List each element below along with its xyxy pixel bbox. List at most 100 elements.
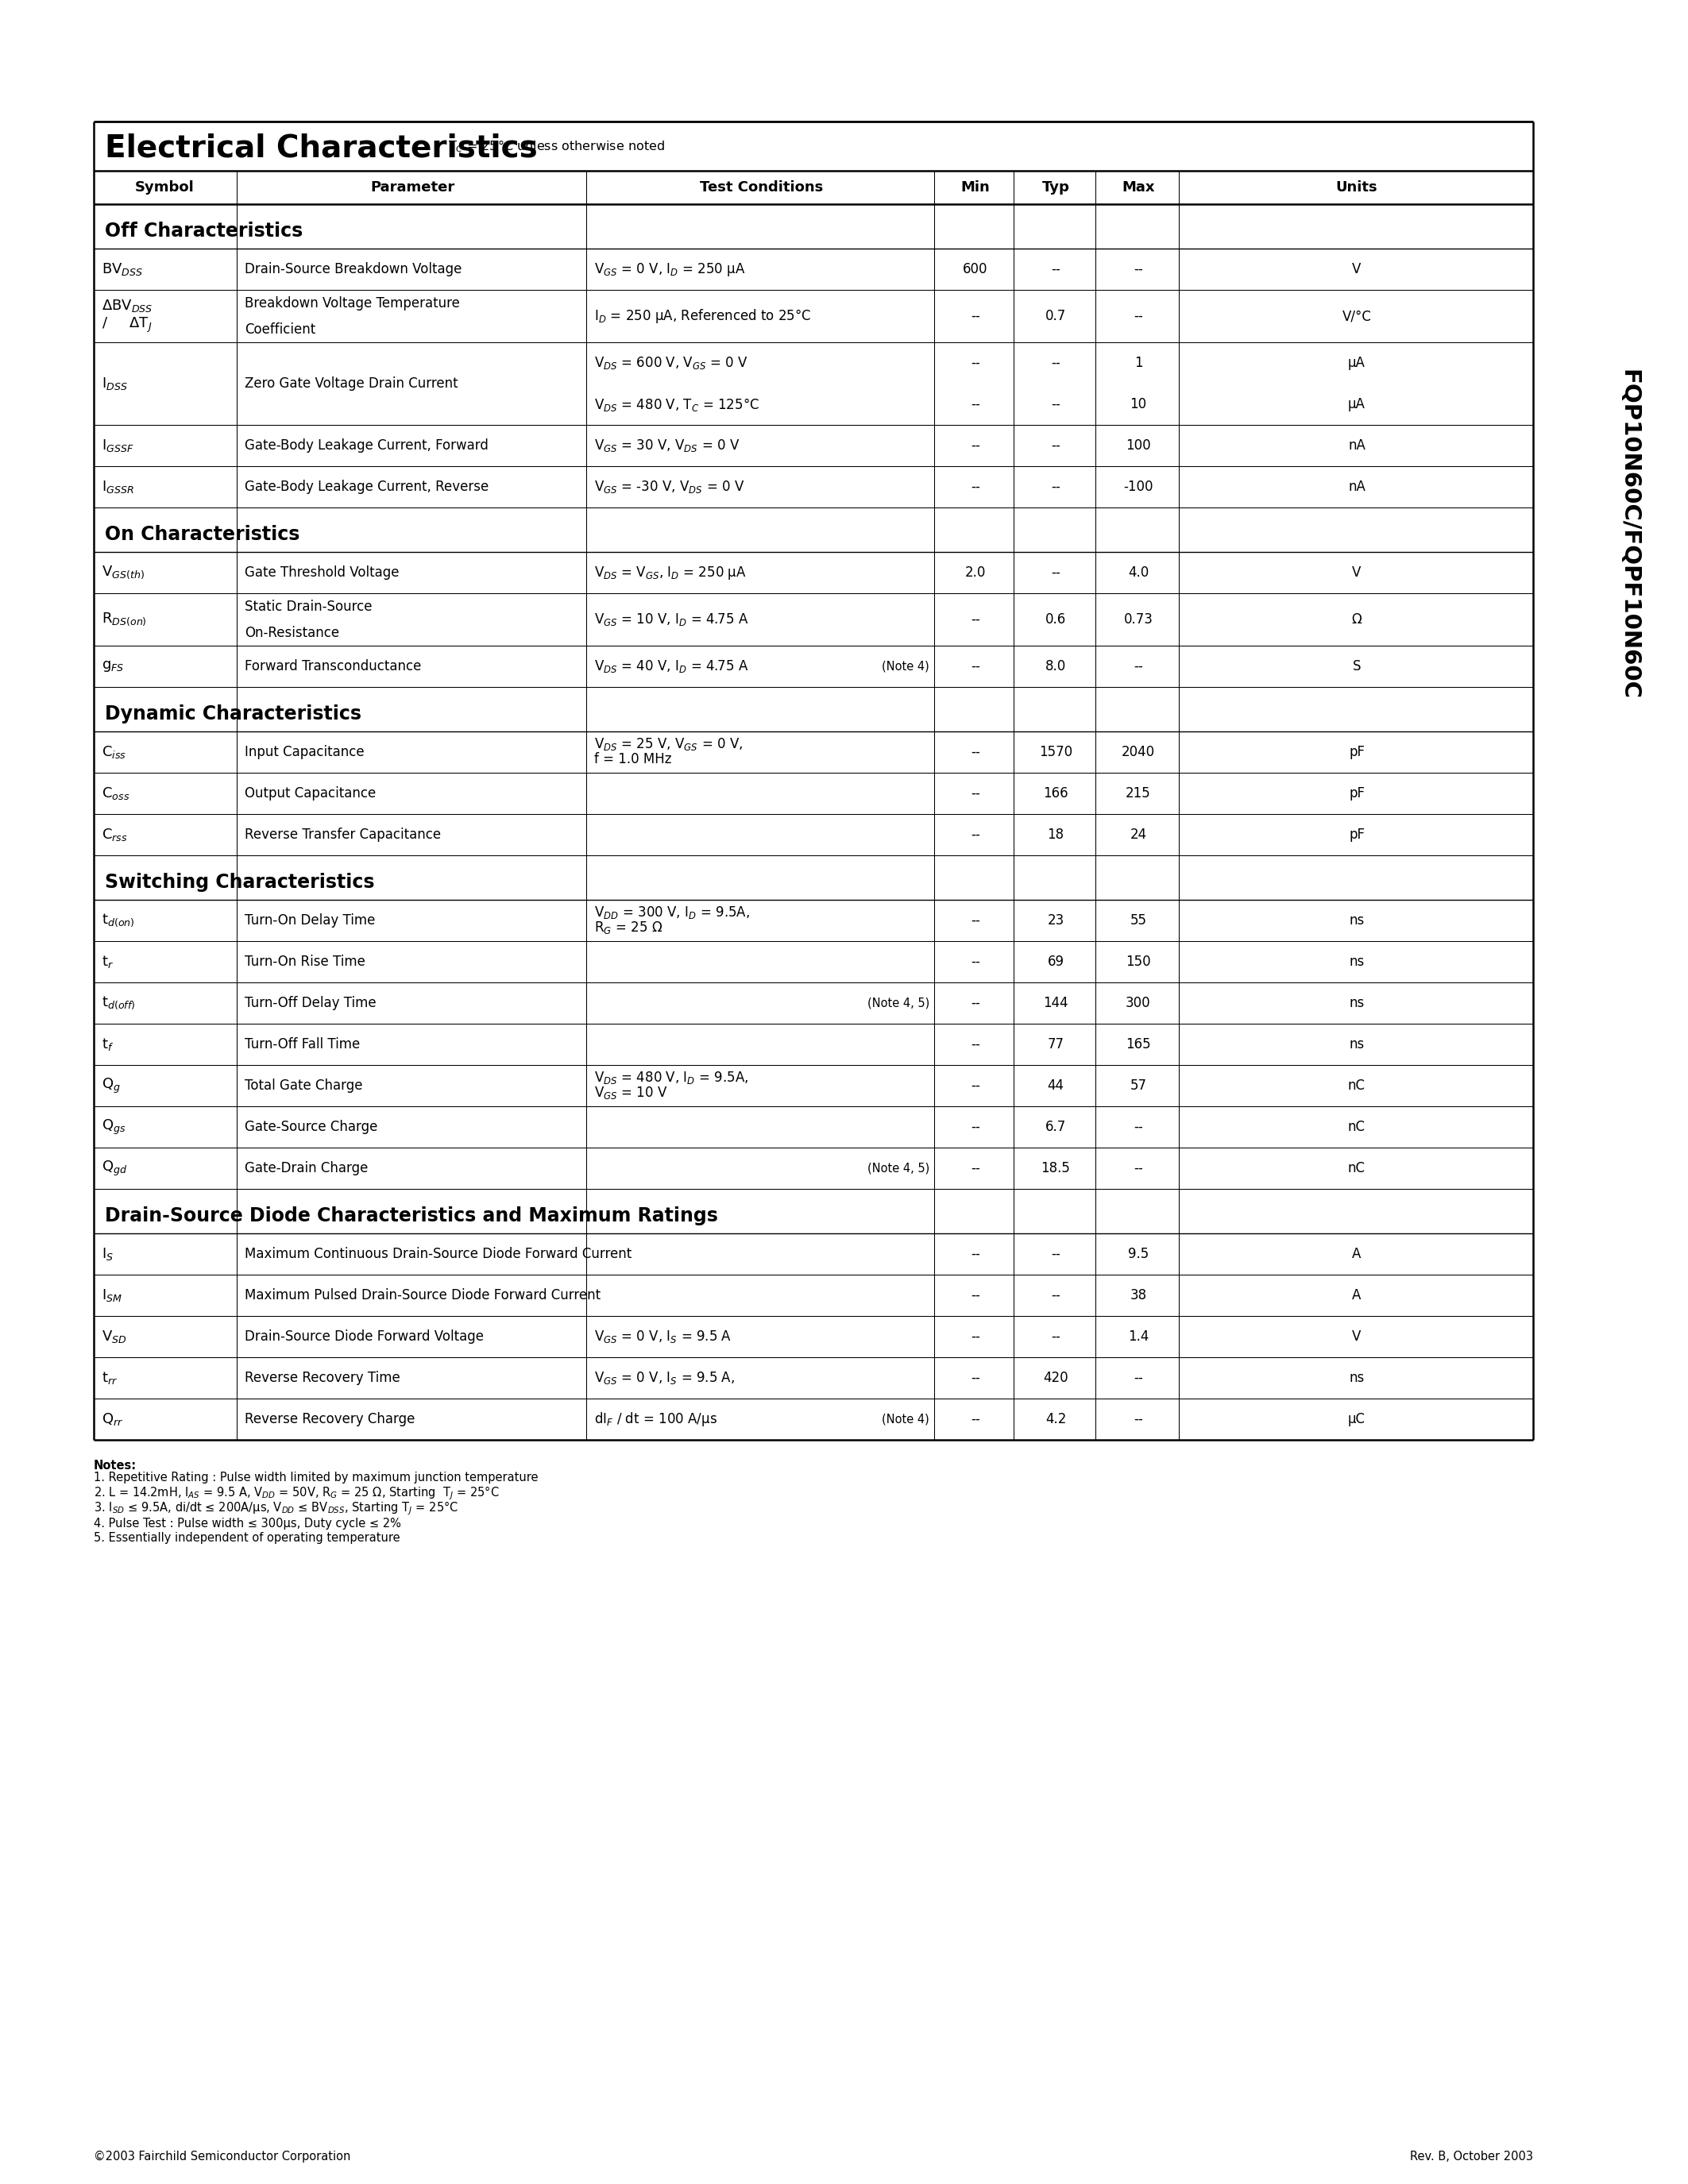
Text: On Characteristics: On Characteristics: [105, 524, 300, 544]
Text: V$_{GS}$ = 10 V, I$_D$ = 4.75 A: V$_{GS}$ = 10 V, I$_D$ = 4.75 A: [594, 612, 749, 627]
Text: V$_{GS}$ = -30 V, V$_{DS}$ = 0 V: V$_{GS}$ = -30 V, V$_{DS}$ = 0 V: [594, 478, 744, 496]
Text: --: --: [1134, 660, 1143, 673]
Text: Reverse Recovery Time: Reverse Recovery Time: [245, 1372, 400, 1385]
Text: 24: 24: [1129, 828, 1146, 841]
Text: C$_{rss}$: C$_{rss}$: [101, 828, 128, 843]
Text: Units: Units: [1335, 181, 1377, 194]
Text: 3. I$_{SD}$ ≤ 9.5A, di/dt ≤ 200A/μs, V$_{DD}$ ≤ BV$_{DSS}$, Starting T$_J$ = 25°: 3. I$_{SD}$ ≤ 9.5A, di/dt ≤ 200A/μs, V$_…: [95, 1500, 459, 1516]
Text: Ω: Ω: [1352, 612, 1362, 627]
Text: Typ: Typ: [1041, 181, 1070, 194]
Text: f = 1.0 MHz: f = 1.0 MHz: [594, 751, 672, 767]
Text: V$_{DS}$ = 600 V, V$_{GS}$ = 0 V: V$_{DS}$ = 600 V, V$_{GS}$ = 0 V: [594, 356, 748, 371]
Text: Gate-Body Leakage Current, Reverse: Gate-Body Leakage Current, Reverse: [245, 480, 490, 494]
Text: --: --: [971, 913, 981, 928]
Text: --: --: [1134, 1120, 1143, 1133]
Text: Rev. B, October 2003: Rev. B, October 2003: [1409, 2151, 1533, 2162]
Text: C$_{iss}$: C$_{iss}$: [101, 745, 127, 760]
Text: --: --: [1052, 480, 1060, 494]
Text: nC: nC: [1349, 1120, 1366, 1133]
Text: 2. L = 14.2mH, I$_{AS}$ = 9.5 A, V$_{DD}$ = 50V, R$_G$ = 25 Ω, Starting  T$_J$ =: 2. L = 14.2mH, I$_{AS}$ = 9.5 A, V$_{DD}…: [95, 1485, 500, 1503]
Text: --: --: [971, 996, 981, 1011]
Text: ns: ns: [1349, 1037, 1364, 1051]
Text: 69: 69: [1047, 954, 1063, 970]
Text: Drain-Source Breakdown Voltage: Drain-Source Breakdown Voltage: [245, 262, 463, 277]
Text: t$_{r}$: t$_{r}$: [101, 954, 113, 970]
Text: 8.0: 8.0: [1045, 660, 1067, 673]
Text: Q$_{g}$: Q$_{g}$: [101, 1077, 120, 1094]
Text: --: --: [971, 1372, 981, 1385]
Text: 4.0: 4.0: [1128, 566, 1150, 579]
Text: 57: 57: [1129, 1079, 1146, 1092]
Text: g$_{FS}$: g$_{FS}$: [101, 660, 125, 673]
Text: Q$_{rr}$: Q$_{rr}$: [101, 1411, 123, 1426]
Text: 77: 77: [1047, 1037, 1063, 1051]
Text: I$_{SM}$: I$_{SM}$: [101, 1286, 122, 1304]
Text: Forward Transconductance: Forward Transconductance: [245, 660, 422, 673]
Text: Q$_{gs}$: Q$_{gs}$: [101, 1118, 127, 1136]
Text: T$_C$ = 25°C unless otherwise noted: T$_C$ = 25°C unless otherwise noted: [447, 138, 665, 153]
Text: Symbol: Symbol: [135, 181, 194, 194]
Text: 1. Repetitive Rating : Pulse width limited by maximum junction temperature: 1. Repetitive Rating : Pulse width limit…: [95, 1472, 538, 1483]
Text: Maximum Pulsed Drain-Source Diode Forward Current: Maximum Pulsed Drain-Source Diode Forwar…: [245, 1289, 601, 1302]
Text: t$_{d(on)}$: t$_{d(on)}$: [101, 913, 135, 928]
Text: Gate-Drain Charge: Gate-Drain Charge: [245, 1162, 368, 1175]
Text: --: --: [971, 1079, 981, 1092]
Text: nC: nC: [1349, 1162, 1366, 1175]
Text: --: --: [971, 1330, 981, 1343]
Text: --: --: [1134, 1413, 1143, 1426]
Text: V$_{DS}$ = V$_{GS}$, I$_D$ = 250 μA: V$_{DS}$ = V$_{GS}$, I$_D$ = 250 μA: [594, 563, 746, 581]
Text: I$_{GSSF}$: I$_{GSSF}$: [101, 437, 133, 454]
Text: 1.4: 1.4: [1128, 1330, 1150, 1343]
Text: 55: 55: [1129, 913, 1146, 928]
Text: ns: ns: [1349, 954, 1364, 970]
Text: 5. Essentially independent of operating temperature: 5. Essentially independent of operating …: [95, 1533, 400, 1544]
Text: --: --: [971, 1289, 981, 1302]
Text: Min: Min: [960, 181, 991, 194]
Text: V$_{SD}$: V$_{SD}$: [101, 1328, 127, 1345]
Text: 166: 166: [1043, 786, 1069, 802]
Text: V$_{GS}$ = 10 V: V$_{GS}$ = 10 V: [594, 1085, 668, 1101]
Text: 165: 165: [1126, 1037, 1151, 1051]
Text: --: --: [1052, 439, 1060, 452]
Text: ΔBV$_{DSS}$: ΔBV$_{DSS}$: [101, 297, 154, 314]
Text: Static Drain-Source: Static Drain-Source: [245, 598, 371, 614]
Text: S: S: [1352, 660, 1361, 673]
Text: --: --: [1052, 1247, 1060, 1260]
Text: Electrical Characteristics: Electrical Characteristics: [105, 133, 537, 164]
Text: V$_{GS}$ = 30 V, V$_{DS}$ = 0 V: V$_{GS}$ = 30 V, V$_{DS}$ = 0 V: [594, 437, 739, 454]
Text: V/°C: V/°C: [1342, 308, 1371, 323]
Text: --: --: [1052, 1289, 1060, 1302]
Text: --: --: [971, 480, 981, 494]
Text: --: --: [971, 1413, 981, 1426]
Text: 38: 38: [1129, 1289, 1146, 1302]
Text: Gate Threshold Voltage: Gate Threshold Voltage: [245, 566, 398, 579]
Text: 18.5: 18.5: [1041, 1162, 1070, 1175]
Text: --: --: [971, 397, 981, 411]
Text: I$_{DSS}$: I$_{DSS}$: [101, 376, 128, 391]
Text: V$_{GS}$ = 0 V, I$_S$ = 9.5 A,: V$_{GS}$ = 0 V, I$_S$ = 9.5 A,: [594, 1369, 734, 1387]
Text: Notes:: Notes:: [95, 1459, 137, 1472]
Text: μC: μC: [1349, 1413, 1366, 1426]
Text: --: --: [1052, 1330, 1060, 1343]
Text: Test Conditions: Test Conditions: [701, 181, 824, 194]
Text: A: A: [1352, 1247, 1361, 1260]
Text: --: --: [1052, 262, 1060, 277]
Text: (Note 4, 5): (Note 4, 5): [868, 1162, 930, 1175]
Text: --: --: [1052, 566, 1060, 579]
Text: --: --: [1134, 308, 1143, 323]
Text: --: --: [971, 439, 981, 452]
Text: V$_{DS}$ = 480 V, I$_D$ = 9.5A,: V$_{DS}$ = 480 V, I$_D$ = 9.5A,: [594, 1070, 749, 1085]
Text: R$_{DS(on)}$: R$_{DS(on)}$: [101, 612, 147, 627]
Text: V$_{GS}$ = 0 V, I$_S$ = 9.5 A: V$_{GS}$ = 0 V, I$_S$ = 9.5 A: [594, 1328, 731, 1345]
Text: 0.73: 0.73: [1124, 612, 1153, 627]
Text: V$_{DD}$ = 300 V, I$_D$ = 9.5A,: V$_{DD}$ = 300 V, I$_D$ = 9.5A,: [594, 904, 749, 919]
Text: 100: 100: [1126, 439, 1151, 452]
Text: 300: 300: [1126, 996, 1151, 1011]
Text: nC: nC: [1349, 1079, 1366, 1092]
Text: 4. Pulse Test : Pulse width ≤ 300μs, Duty cycle ≤ 2%: 4. Pulse Test : Pulse width ≤ 300μs, Dut…: [95, 1518, 402, 1529]
Text: ns: ns: [1349, 996, 1364, 1011]
Text: pF: pF: [1349, 745, 1364, 760]
Text: V: V: [1352, 262, 1361, 277]
Text: 1: 1: [1134, 356, 1143, 369]
Text: C$_{oss}$: C$_{oss}$: [101, 786, 130, 802]
